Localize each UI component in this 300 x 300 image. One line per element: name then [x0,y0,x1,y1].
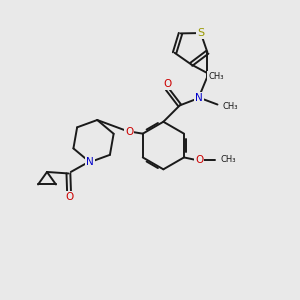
Text: O: O [65,192,73,202]
Text: CH₃: CH₃ [223,101,238,110]
Text: O: O [163,79,171,89]
Text: CH₃: CH₃ [221,155,236,164]
Text: N: N [86,157,94,167]
Text: O: O [195,155,203,165]
Text: CH₃: CH₃ [208,72,224,81]
Text: S: S [197,28,204,38]
Text: N: N [195,93,203,103]
Text: O: O [125,127,134,137]
